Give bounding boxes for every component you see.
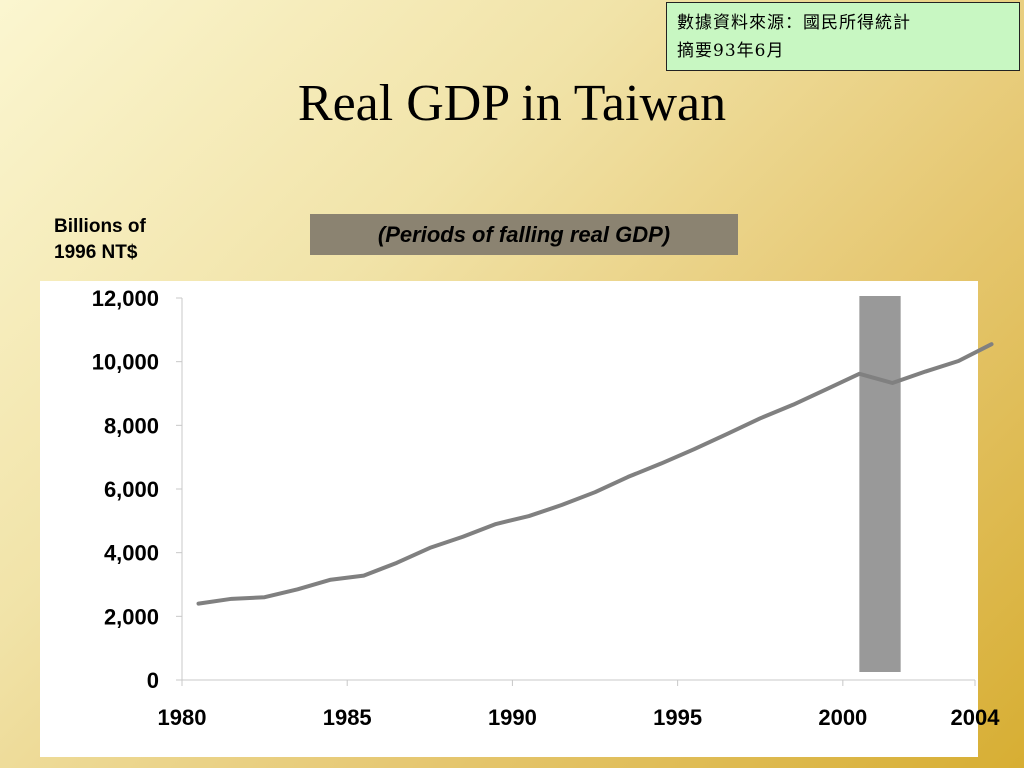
- x-tick-label: 2004: [951, 705, 1001, 730]
- x-tick-label: 2000: [818, 705, 867, 730]
- y-axis-label-line-2: 1996 NT$: [54, 242, 138, 263]
- y-axis-label-line-1: Billions of: [54, 216, 146, 237]
- recession-legend-note: (Periods of falling real GDP): [310, 214, 738, 255]
- x-tick-label: 1990: [488, 705, 537, 730]
- y-tick-label: 6,000: [104, 477, 159, 502]
- y-tick-label: 2,000: [104, 604, 159, 629]
- page-title: Real GDP in Taiwan: [297, 75, 727, 132]
- x-tick-label: 1985: [323, 705, 372, 730]
- y-tick-label: 4,000: [104, 541, 159, 566]
- y-axis-label: Billions of 1996 NT$: [54, 214, 194, 266]
- y-tick-label: 12,000: [92, 286, 159, 311]
- y-tick-label: 10,000: [92, 350, 159, 375]
- y-tick-label: 8,000: [104, 413, 159, 438]
- data-source-line-2: 摘要93年6月: [677, 41, 785, 61]
- recession-band-0: [859, 296, 901, 672]
- gdp-series-line: [196, 342, 994, 606]
- x-tick-label: 1995: [653, 705, 702, 730]
- y-tick-label: 0: [147, 668, 159, 693]
- data-source-line-1: 數據資料來源：國民所得統計: [677, 13, 911, 33]
- x-tick-label: 1980: [158, 705, 207, 730]
- data-source-note: 數據資料來源：國民所得統計 摘要93年6月: [666, 2, 1020, 71]
